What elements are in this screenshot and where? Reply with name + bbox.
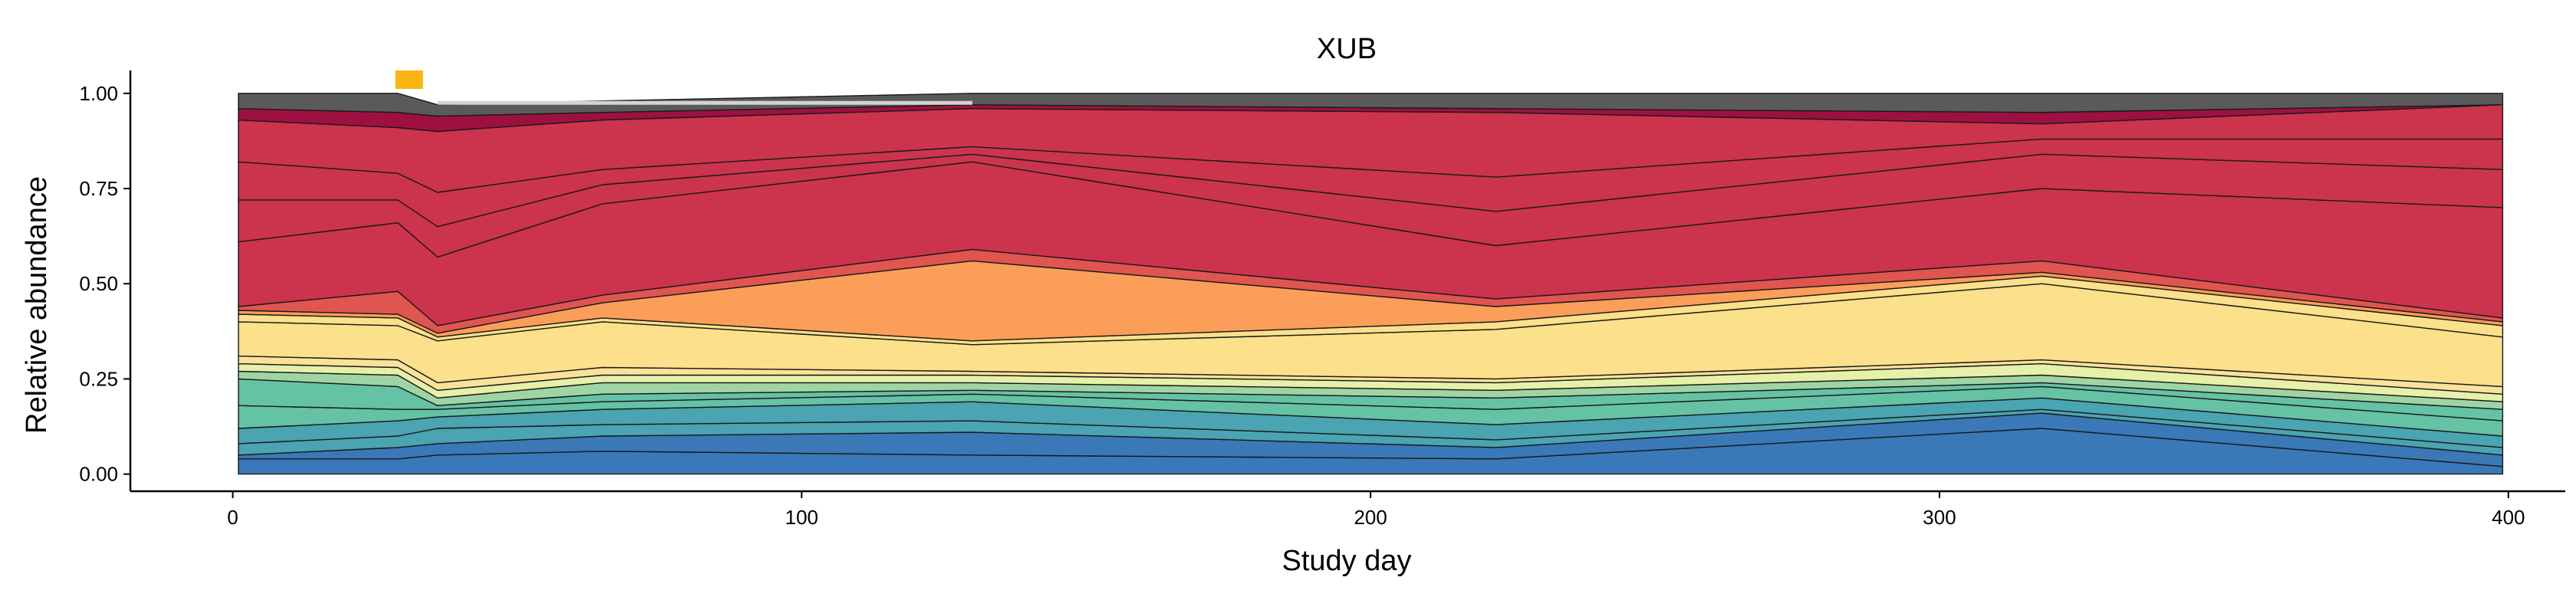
- y-tick-label: 0.00: [79, 463, 118, 486]
- top-light-segment: [437, 100, 972, 105]
- x-tick-label: 300: [1923, 506, 1956, 529]
- x-tick-label: 0: [227, 506, 238, 529]
- y-tick-label: 0.75: [79, 177, 118, 200]
- x-tick-label: 400: [2492, 506, 2525, 529]
- area-layers: [238, 71, 2504, 475]
- x-axis-title: Study day: [1282, 545, 1412, 577]
- y-tick-label: 0.25: [79, 367, 118, 390]
- y-axis-title: Relative abundance: [21, 176, 53, 434]
- axes: 0 100 200 300 400 0.00 0.25 0.50 0.75 1.00: [79, 71, 2565, 529]
- x-tick-label: 100: [785, 506, 818, 529]
- y-tick-label: 1.00: [79, 82, 118, 105]
- y-tick-label: 0.50: [79, 272, 118, 295]
- x-tick-label: 200: [1354, 506, 1387, 529]
- event-marker: [395, 71, 423, 89]
- chart-title: XUB: [1317, 33, 1377, 65]
